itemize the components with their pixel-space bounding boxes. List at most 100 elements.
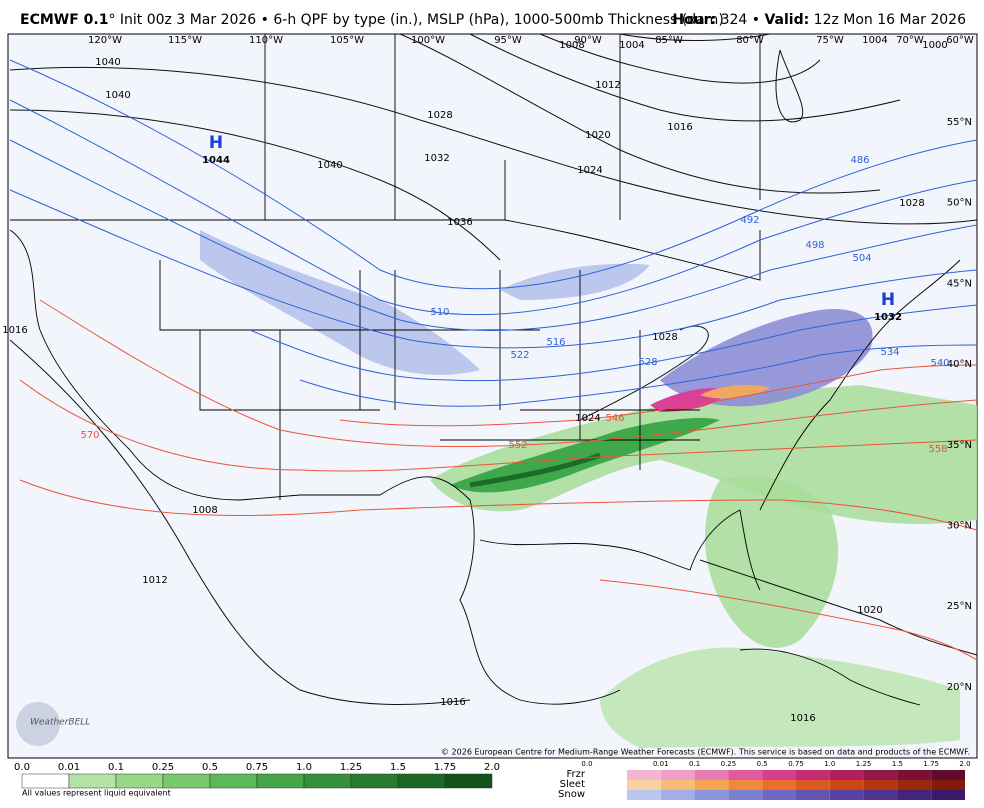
latitude-label: 45°N — [947, 278, 972, 289]
type-swatch — [897, 770, 932, 780]
valid-time: Hour: 324 • Valid: 12z Mon 16 Mar 2026 — [672, 12, 966, 28]
hour: 324 • — [721, 12, 760, 28]
qpf-swatch — [303, 773, 352, 789]
isobar-label: 1016 — [2, 325, 27, 336]
qpf-swatch — [115, 773, 164, 789]
type-swatch — [796, 780, 830, 790]
type-tick: 1.25 — [856, 760, 872, 768]
thickness-label: 504 — [852, 253, 871, 264]
isobar-label: 1016 — [667, 122, 692, 133]
high-value: 1032 — [874, 312, 902, 323]
qpf-tick: 0.01 — [58, 762, 80, 773]
type-swatch — [829, 770, 864, 780]
high-symbol: H — [881, 290, 895, 310]
type-tick: 0.1 — [689, 760, 700, 768]
type-swatch — [660, 790, 695, 800]
rain — [430, 385, 977, 748]
isobar-label: 1016 — [790, 713, 815, 724]
thickness-label: 552 — [508, 440, 527, 451]
type-swatch — [728, 790, 763, 800]
type-swatch — [762, 770, 796, 780]
isobar-label: 1036 — [447, 217, 472, 228]
longitude-label: 70°W — [896, 35, 924, 46]
type-swatch — [694, 780, 729, 790]
high-value: 1044 — [202, 155, 230, 166]
latitude-label: 35°N — [947, 440, 972, 451]
isobar-label: 1004 — [862, 35, 887, 46]
qpf-swatch — [162, 773, 211, 789]
type-swatch — [829, 790, 864, 800]
title: ECMWF 0.1° Init 00z 3 Mar 2026 • 6-h QPF… — [20, 12, 724, 28]
thickness-label: 510 — [430, 307, 449, 318]
longitude-label: 80°W — [736, 35, 764, 46]
isobar-label: 1028 — [899, 198, 924, 209]
type-swatch — [660, 770, 695, 780]
isobar-label: 1012 — [142, 575, 167, 586]
high-symbol: H — [209, 133, 223, 153]
qpf-tick: 0.25 — [152, 762, 174, 773]
type-swatch — [762, 780, 796, 790]
thickness-label: 540 — [930, 358, 949, 369]
type-swatch — [627, 770, 661, 780]
type-swatch — [931, 780, 965, 790]
thickness-label: 486 — [850, 155, 869, 166]
type-swatch — [863, 790, 898, 800]
isobar-label: 1024 — [577, 165, 602, 176]
qpf-swatch — [68, 773, 117, 789]
qpf-tick: 0.5 — [202, 762, 218, 773]
longitude-label: 115°W — [168, 35, 202, 46]
latitude-label: 55°N — [947, 117, 972, 128]
type-swatch — [627, 790, 661, 800]
type-name: Snow — [558, 789, 585, 800]
type-swatch — [694, 790, 729, 800]
type-tick: 0.5 — [757, 760, 768, 768]
type-swatch — [931, 770, 965, 780]
type-tick: 0.25 — [721, 760, 737, 768]
latitude-label: 25°N — [947, 601, 972, 612]
isobar-label: 1032 — [424, 153, 449, 164]
type-swatch — [796, 790, 830, 800]
longitude-label: 75°W — [816, 35, 844, 46]
type-tick: 0.75 — [788, 760, 804, 768]
qpf-swatch — [209, 773, 258, 789]
type-name: Sleet — [560, 779, 585, 790]
isobar-label: 1008 — [559, 40, 584, 51]
type-tick: 2.0 — [959, 760, 970, 768]
type-swatch — [694, 770, 729, 780]
qpf-tick: 2.0 — [484, 762, 500, 773]
type-swatch — [931, 790, 965, 800]
qpf-tick: 1.0 — [296, 762, 312, 773]
isobar-label: 1020 — [857, 605, 882, 616]
logo: WeatherBELL — [30, 718, 90, 728]
longitude-label: 120°W — [88, 35, 122, 46]
isobar-label: 1012 — [595, 80, 620, 91]
type-swatch — [762, 790, 796, 800]
isobar-label: 1016 — [440, 697, 465, 708]
type-swatch — [728, 770, 763, 780]
qpf-swatch — [350, 773, 399, 789]
isobar-label: 1024 — [575, 413, 600, 424]
isobar-label: 1004 — [619, 40, 644, 51]
qpf-tick: 1.5 — [390, 762, 406, 773]
type-swatch — [897, 790, 932, 800]
latitude-label: 40°N — [947, 359, 972, 370]
latitude-label: 50°N — [947, 198, 972, 209]
isobar-label: 1008 — [192, 505, 217, 516]
isobar-label: 1040 — [95, 57, 120, 68]
type-swatch — [829, 780, 864, 790]
qpf-tick: 0.75 — [246, 762, 268, 773]
map: WeatherBELL — [7, 33, 978, 759]
longitude-label: 90°W — [574, 35, 602, 46]
boundaries — [9, 34, 961, 706]
longitude-label: 105°W — [330, 35, 364, 46]
type-swatch — [796, 770, 830, 780]
qpf-tick: 0.0 — [14, 762, 30, 773]
type-tick: 1.0 — [824, 760, 835, 768]
type-swatch — [863, 780, 898, 790]
thickness-label: 570 — [80, 430, 99, 441]
isobar-label: 1020 — [585, 130, 610, 141]
isobar-label: 1040 — [317, 160, 342, 171]
type-swatch — [728, 780, 763, 790]
thickness — [9, 59, 978, 661]
